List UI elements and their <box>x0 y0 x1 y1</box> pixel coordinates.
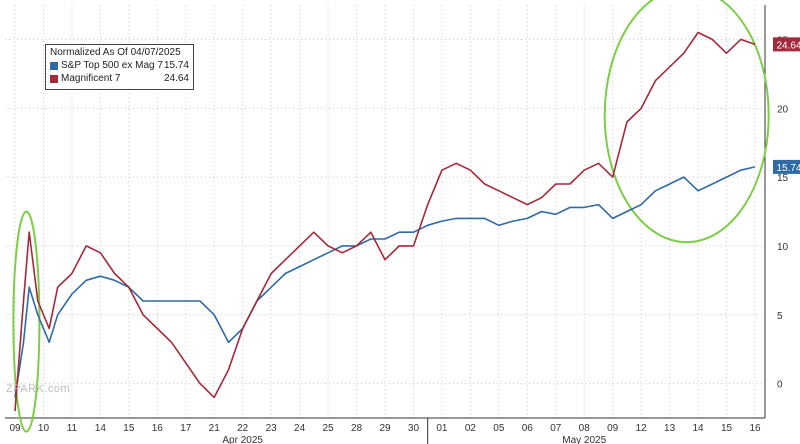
x-tick-label: 29 <box>379 423 391 434</box>
x-tick-label: 30 <box>408 423 420 434</box>
x-tick-label: 21 <box>209 423 221 434</box>
x-tick-label: 15 <box>721 423 733 434</box>
x-tick-label: 14 <box>95 423 107 434</box>
legend-value-mag: 24.64 <box>163 73 189 84</box>
x-tick-label: 23 <box>266 423 278 434</box>
highlight-ellipse-right <box>603 0 770 244</box>
x-tick-label: 14 <box>693 423 705 434</box>
end-value-box <box>773 37 800 52</box>
x-tick-label: 06 <box>522 423 534 434</box>
x-tick-label: 16 <box>749 423 761 434</box>
highlight-ellipse-left <box>12 210 41 433</box>
legend-title: Normalized As Of 04/07/2025 <box>50 47 181 58</box>
x-tick-label: 22 <box>237 423 249 434</box>
y-tick-label: 5 <box>777 311 783 322</box>
x-tick-label: 15 <box>123 423 135 434</box>
series-line-mag7 <box>14 31 756 412</box>
month-label: Apr 2025 <box>222 435 263 444</box>
month-label: May 2025 <box>562 435 606 444</box>
x-tick-label: 07 <box>550 423 562 434</box>
x-tick-label: 17 <box>180 423 192 434</box>
end-value-label: 15.74 <box>776 163 800 174</box>
x-tick-label: 09 <box>9 423 21 434</box>
x-tick-label: 28 <box>351 423 363 434</box>
legend-value-sp: 15.74 <box>163 60 189 71</box>
x-tick-label: 16 <box>152 423 164 434</box>
x-tick-label: 11 <box>67 423 78 434</box>
end-value-label: 24.64 <box>776 40 800 51</box>
x-tick-label: 12 <box>636 423 648 434</box>
x-tick-label: 02 <box>465 423 477 434</box>
legend-item-sp: S&P Top 500 ex Mag 7 15.74 <box>46 59 193 72</box>
end-value-box <box>773 159 800 174</box>
x-tick-label: 01 <box>436 423 448 434</box>
y-tick-label: 15 <box>777 173 789 184</box>
y-tick-label: 20 <box>777 104 789 115</box>
series-line-sp-ex-mag7 <box>14 166 756 398</box>
legend-swatch-sp <box>50 61 58 70</box>
x-tick-label: 08 <box>579 423 591 434</box>
x-tick-label: 09 <box>607 423 619 434</box>
x-tick-label: 10 <box>38 423 50 434</box>
legend: Normalized As Of 04/07/2025 S&P Top 500 … <box>45 44 194 90</box>
legend-label-sp: S&P Top 500 ex Mag 7 <box>61 60 163 71</box>
x-tick-label: 25 <box>323 423 335 434</box>
y-tick-label: 10 <box>777 242 789 253</box>
y-tick-label: 0 <box>777 380 783 391</box>
x-tick-label: 05 <box>493 423 505 434</box>
legend-swatch-mag <box>50 74 58 83</box>
x-tick-label: 13 <box>664 423 676 434</box>
x-tick-label: 24 <box>294 423 306 434</box>
watermark: ZPARK.com <box>6 383 71 395</box>
legend-label-mag: Magnificent 7 <box>61 73 121 84</box>
legend-item-mag: Magnificent 7 24.64 <box>46 72 193 85</box>
